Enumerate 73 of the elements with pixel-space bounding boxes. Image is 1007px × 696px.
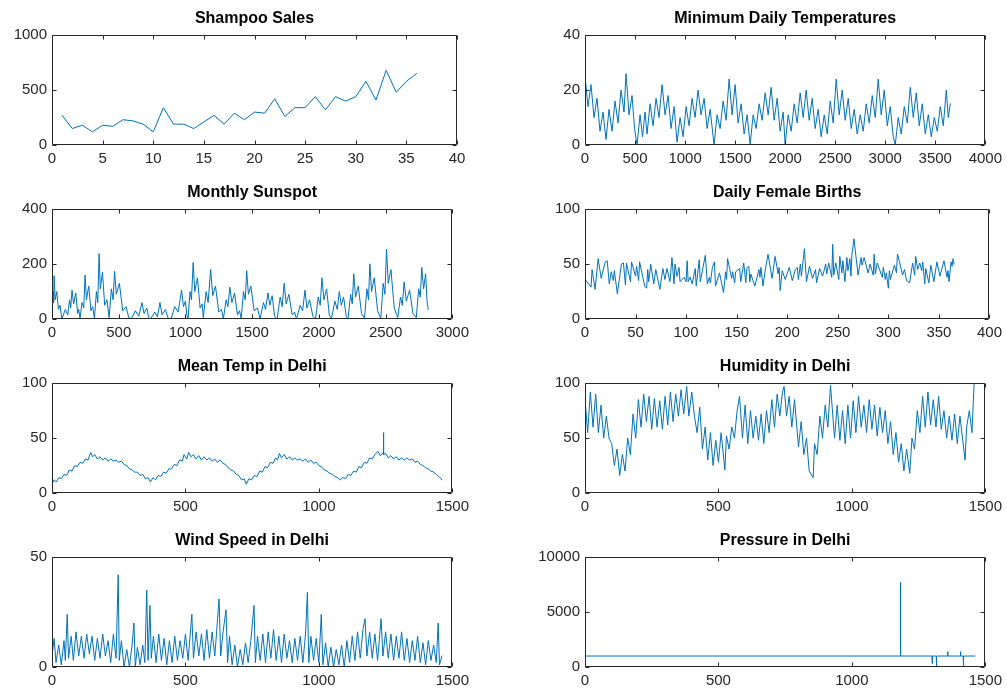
y-tick-label: 0 xyxy=(38,135,47,153)
chart-title: Shampoo Sales xyxy=(194,9,315,27)
x-tick-label: 3500 xyxy=(918,149,952,167)
x-tick-label: 2500 xyxy=(818,149,852,167)
y-tick-label: 500 xyxy=(21,80,47,98)
x-tick-label: 1500 xyxy=(718,149,752,167)
y-tick-label: 100 xyxy=(554,373,580,391)
x-tick-label: 1000 xyxy=(302,497,336,515)
x-tick-label: 15 xyxy=(195,149,213,167)
x-tick-label: 30 xyxy=(347,149,365,167)
y-tick-label: 10000 xyxy=(538,547,580,565)
x-tick-label: 20 xyxy=(246,149,263,167)
x-tick-label: 200 xyxy=(774,323,800,341)
x-tick-label: 500 xyxy=(705,671,731,689)
y-tick-label: 0 xyxy=(38,309,47,327)
chart-title: Daily Female Births xyxy=(712,183,862,201)
x-tick-label: 10 xyxy=(144,149,162,167)
chart-title: Minimum Daily Temperatures xyxy=(674,9,897,27)
y-tick-label: 100 xyxy=(21,373,47,391)
x-tick-label: 150 xyxy=(724,323,750,341)
y-tick-label: 1000 xyxy=(13,25,47,43)
x-tick-label: 1000 xyxy=(668,149,702,167)
x-tick-label: 2000 xyxy=(768,149,802,167)
x-tick-label: 40 xyxy=(448,149,466,167)
chart-title: Wind Speed in Delhi xyxy=(175,531,329,549)
x-tick-label: 100 xyxy=(673,323,699,341)
chart-title: Humidity in Delhi xyxy=(719,357,851,375)
x-tick-label: 2500 xyxy=(368,323,403,341)
y-tick-label: 40 xyxy=(563,25,580,43)
x-tick-label: 250 xyxy=(825,323,851,341)
x-tick-label: 500 xyxy=(705,497,731,515)
x-tick-label: 1500 xyxy=(968,671,1002,689)
y-tick-label: 5000 xyxy=(546,602,580,620)
x-tick-label: 1000 xyxy=(835,671,869,689)
chart-title: Monthly Sunspot xyxy=(187,183,318,201)
x-tick-label: 500 xyxy=(622,149,648,167)
x-tick-label: 1500 xyxy=(435,497,469,515)
y-tick-label: 50 xyxy=(30,428,47,446)
x-tick-label: 500 xyxy=(172,497,198,515)
x-tick-label: 25 xyxy=(296,149,314,167)
x-tick-label: 300 xyxy=(875,323,901,341)
x-tick-label: 500 xyxy=(106,323,132,341)
y-tick-label: 0 xyxy=(38,657,47,675)
chart-title: Pressure in Delhi xyxy=(719,531,851,549)
y-tick-label: 50 xyxy=(563,254,580,272)
y-tick-label: 0 xyxy=(571,657,580,675)
x-tick-label: 50 xyxy=(627,323,644,341)
y-tick-label: 0 xyxy=(571,309,580,327)
x-tick-label: 1000 xyxy=(302,671,336,689)
x-tick-label: 400 xyxy=(976,323,1002,341)
x-tick-label: 1000 xyxy=(168,323,203,341)
chart-title: Mean Temp in Delhi xyxy=(177,357,327,375)
x-tick-label: 1500 xyxy=(435,671,469,689)
y-tick-label: 200 xyxy=(21,254,47,272)
y-tick-label: 400 xyxy=(21,199,47,217)
x-tick-label: 5 xyxy=(98,149,107,167)
x-tick-label: 3000 xyxy=(868,149,902,167)
y-tick-label: 0 xyxy=(571,483,580,501)
x-tick-label: 1500 xyxy=(968,497,1002,515)
y-tick-label: 0 xyxy=(571,135,580,153)
y-tick-label: 50 xyxy=(563,428,580,446)
y-tick-label: 20 xyxy=(563,80,580,98)
y-tick-label: 50 xyxy=(30,547,47,565)
y-tick-label: 100 xyxy=(554,199,580,217)
x-tick-label: 350 xyxy=(926,323,952,341)
x-tick-label: 1500 xyxy=(235,323,269,341)
x-tick-label: 35 xyxy=(398,149,415,167)
x-tick-label: 500 xyxy=(172,671,198,689)
x-tick-label: 3000 xyxy=(435,323,469,341)
x-tick-label: 2000 xyxy=(302,323,336,341)
x-tick-label: 1000 xyxy=(835,497,869,515)
x-tick-label: 4000 xyxy=(968,149,1002,167)
y-tick-label: 0 xyxy=(38,483,47,501)
